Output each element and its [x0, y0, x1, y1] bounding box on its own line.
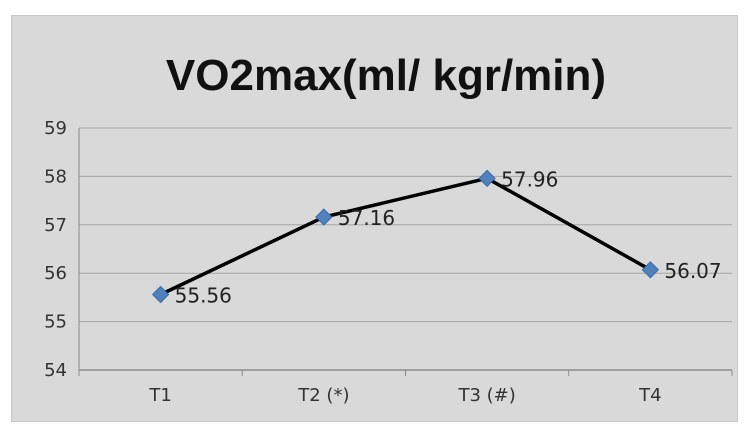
chart-frame: VO2max(ml/ kgr/min) 54 55 56 57 58 59 T1 T2 (*… — [11, 15, 738, 422]
data-point-marker — [151, 285, 170, 304]
data-point-marker — [315, 208, 333, 226]
data-label: 57.96 — [501, 167, 558, 191]
data-point-marker — [478, 169, 496, 188]
y-tick-label: 58 — [44, 166, 67, 187]
x-axis-tick-labels: T1 T2 (*) T3 (#) T4 — [148, 385, 661, 406]
data-point-marker — [641, 261, 660, 279]
y-tick-label: 57 — [44, 215, 67, 236]
data-label: 57.16 — [338, 206, 395, 230]
data-label: 56.07 — [664, 259, 721, 283]
series-line — [159, 176, 652, 297]
y-tick-label: 55 — [44, 312, 67, 333]
y-tick-label: 54 — [44, 360, 67, 381]
data-label: 55.56 — [175, 283, 232, 307]
x-tick-label: T3 (#) — [457, 385, 515, 406]
y-axis-tick-labels: 54 55 56 57 58 59 — [44, 118, 67, 381]
data-labels: 55.56 57.16 57.96 56.07 — [175, 167, 722, 307]
axes — [78, 128, 733, 376]
series — [151, 169, 660, 304]
x-tick-label: T1 — [148, 385, 171, 406]
y-tick-label: 59 — [44, 118, 67, 139]
chart-title: VO2max(ml/ kgr/min) — [166, 51, 606, 100]
gridlines — [79, 127, 732, 371]
x-tick-label: T2 (*) — [297, 385, 349, 406]
line-chart: VO2max(ml/ kgr/min) 54 55 56 57 58 59 T1 T2 (*… — [44, 51, 733, 406]
x-tick-label: T4 — [638, 385, 661, 406]
y-tick-label: 56 — [44, 263, 67, 284]
